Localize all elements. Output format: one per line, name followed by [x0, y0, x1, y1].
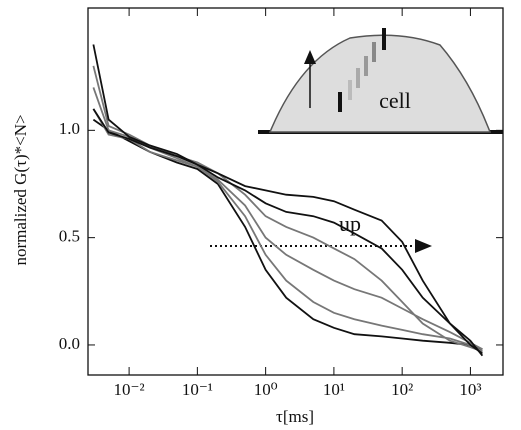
- cell-shape: [268, 34, 492, 133]
- x-tick-label: 10²: [391, 380, 413, 399]
- x-tick-label: 10¹: [323, 380, 345, 399]
- inset-label: cell: [379, 88, 411, 113]
- y-axis-label: normalized G(τ)*<N>: [11, 114, 30, 265]
- curve: [92, 118, 483, 351]
- inset: cell: [258, 28, 503, 134]
- plot-frame: [87, 7, 504, 376]
- x-tick-label: 10⁻¹: [182, 380, 213, 399]
- curve: [92, 108, 484, 357]
- inset-arrow-head: [304, 50, 316, 64]
- dotted-arrow-head: [415, 239, 432, 253]
- curve: [92, 108, 483, 353]
- x-tick-label: 10⁰: [254, 380, 278, 399]
- y-tick-label: 1.0: [59, 119, 80, 138]
- x-axis-label: τ[ms]: [276, 407, 314, 426]
- curve: [92, 44, 483, 355]
- y-tick-label: 0.5: [59, 227, 80, 246]
- y-tick-label: 0.0: [59, 334, 80, 353]
- x-tick-label: 10³: [459, 380, 481, 399]
- x-tick-label: 10⁻²: [114, 380, 145, 399]
- arrow-label: up: [339, 211, 361, 236]
